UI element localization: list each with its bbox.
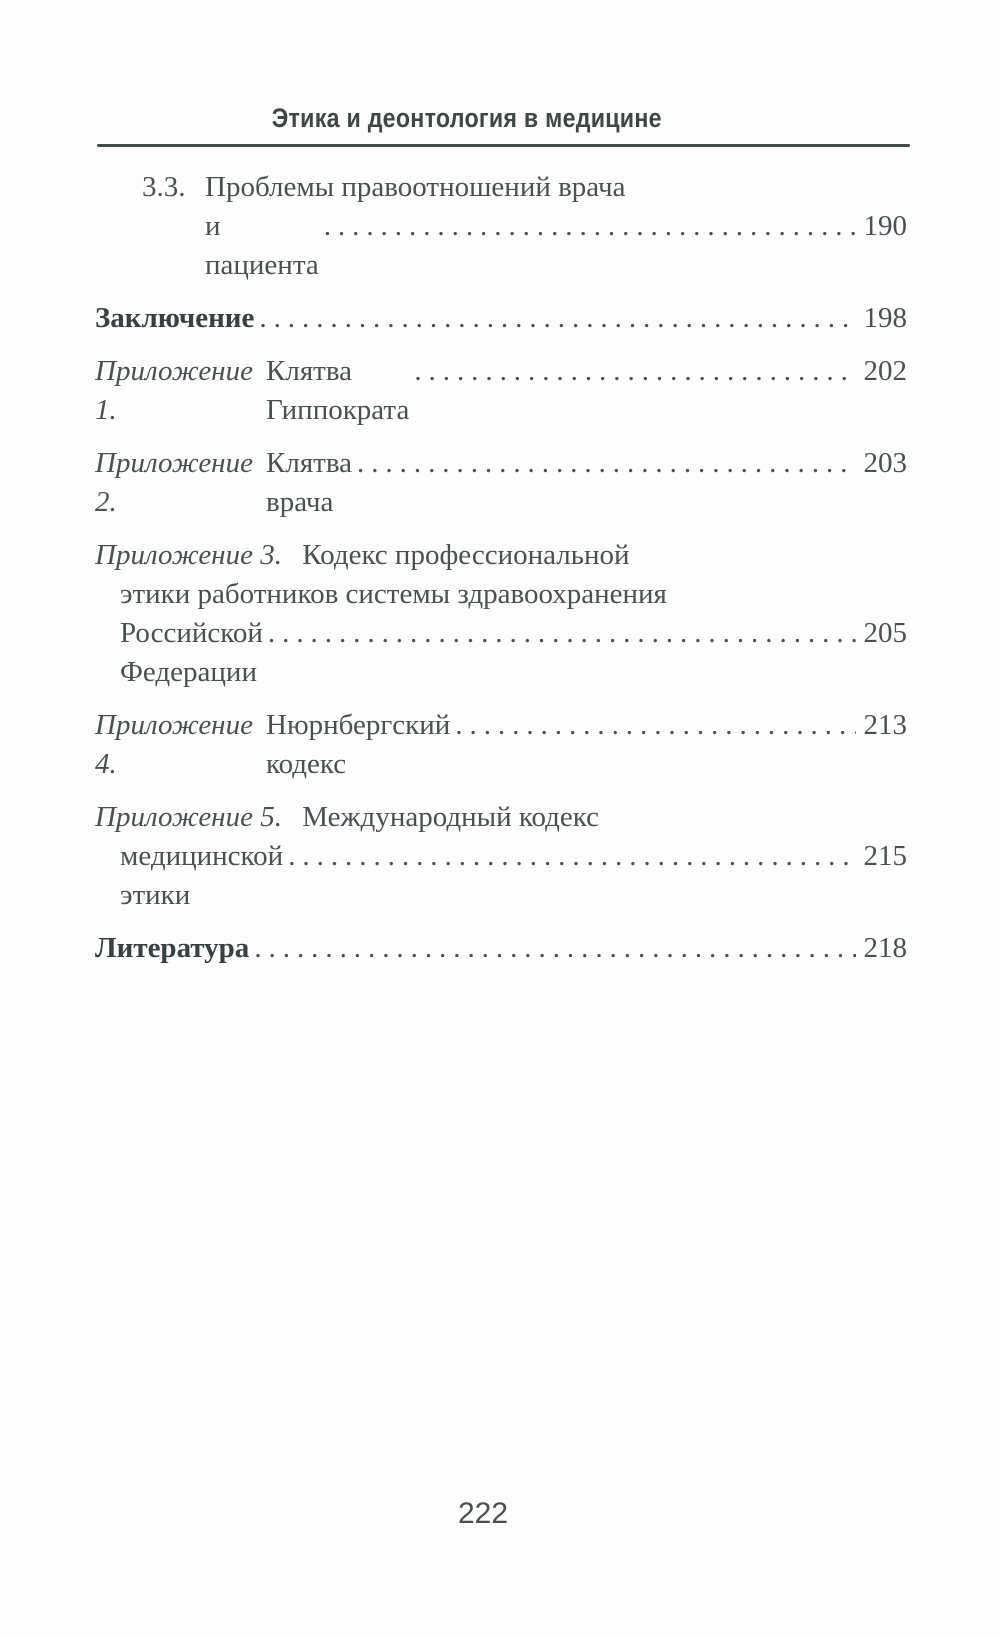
toc-entry-appendix-5: Приложение 5. Международный кодекс медиц… [95, 798, 907, 915]
dot-leader [352, 444, 855, 483]
dot-leader [263, 614, 856, 653]
toc-entry-number: 3.3. [142, 171, 186, 203]
toc-entry-label: Приложение 2. [95, 447, 253, 518]
toc-page-number: 205 [863, 617, 908, 649]
toc-entry-line: этики работников системы здравоохранения [95, 575, 907, 614]
toc-page-number: 203 [863, 447, 908, 479]
dot-leader [254, 299, 855, 338]
toc-entry-title: Заключение [95, 302, 255, 334]
toc-entry-line: Литература 218 [95, 929, 907, 968]
toc-entry-label: Приложение 3. [95, 539, 282, 571]
toc-entry-continuation: медицинской этики [120, 840, 284, 911]
toc-entry-literatura: Литература 218 [95, 929, 907, 968]
toc-entry-line: Приложение 5. Международный кодекс [95, 798, 907, 837]
toc-entry-continuation: Российской Федерации [120, 617, 263, 688]
toc-entry-title: Нюрнбергский кодекс [266, 709, 451, 780]
toc-entry-line: медицинской этики 215 [95, 837, 907, 915]
toc-entry-line: и пациента 190 [95, 207, 907, 285]
running-header-text: Этика и деонтология в медицине [271, 103, 663, 133]
toc-entry-line: Приложение 4. Нюрнбергский кодекс 213 [95, 706, 907, 784]
toc-entry-line: Заключение 198 [95, 299, 907, 338]
toc-page-number: 218 [863, 932, 908, 964]
toc-page-number: 215 [863, 840, 908, 872]
toc-entry-line: Приложение 3. Кодекс профессиональной [95, 536, 907, 575]
toc-entry-appendix-4: Приложение 4. Нюрнбергский кодекс 213 [95, 706, 907, 784]
toc-page-number: 202 [863, 355, 908, 387]
toc-entry-label: Приложение 4. [95, 709, 253, 780]
dot-leader [409, 352, 855, 391]
toc-entry-3-3: 3.3. Проблемы правоотношений врача и пац… [95, 168, 907, 285]
toc-entry-appendix-3: Приложение 3. Кодекс профессиональной эт… [95, 536, 907, 692]
dot-leader [319, 207, 856, 246]
toc-entry-title: Проблемы правоотношений врача [205, 171, 626, 203]
toc-entry-line: Приложение 1. Клятва Гиппократа 202 [95, 352, 907, 430]
dot-leader [249, 929, 855, 968]
table-of-contents: 3.3. Проблемы правоотношений врача и пац… [95, 168, 907, 982]
toc-entry-appendix-1: Приложение 1. Клятва Гиппократа 202 [95, 352, 907, 430]
running-header: Этика и деонтология в медицине [95, 103, 907, 133]
toc-entry-label: Приложение 1. [95, 355, 253, 426]
header-rule [97, 144, 910, 147]
page-number-folio: 222 [457, 1497, 509, 1530]
dot-leader [283, 837, 855, 876]
toc-entry-appendix-2: Приложение 2. Клятва врача 203 [95, 444, 907, 522]
toc-entry-title: Клятва Гиппократа [266, 355, 410, 426]
toc-entry-zaklyuchenie: Заключение 198 [95, 299, 907, 338]
toc-entry-title: Литература [95, 932, 250, 964]
dot-leader [450, 706, 855, 745]
toc-entry-continuation: и пациента [205, 210, 319, 281]
toc-entry-title: Кодекс профессиональной [302, 539, 630, 571]
toc-entry-line: Российской Федерации 205 [95, 614, 907, 692]
toc-entry-line: 3.3. Проблемы правоотношений врача [95, 168, 907, 207]
toc-page-number: 190 [863, 210, 908, 242]
toc-page-number: 198 [863, 302, 908, 334]
toc-page-number: 213 [863, 709, 908, 741]
toc-entry-title: Международный кодекс [302, 801, 600, 833]
toc-entry-title: Клятва врача [266, 447, 353, 518]
toc-entry-label: Приложение 5. [95, 801, 282, 833]
toc-entry-line: Приложение 2. Клятва врача 203 [95, 444, 907, 522]
toc-entry-continuation: этики работников системы здравоохранения [120, 578, 667, 610]
